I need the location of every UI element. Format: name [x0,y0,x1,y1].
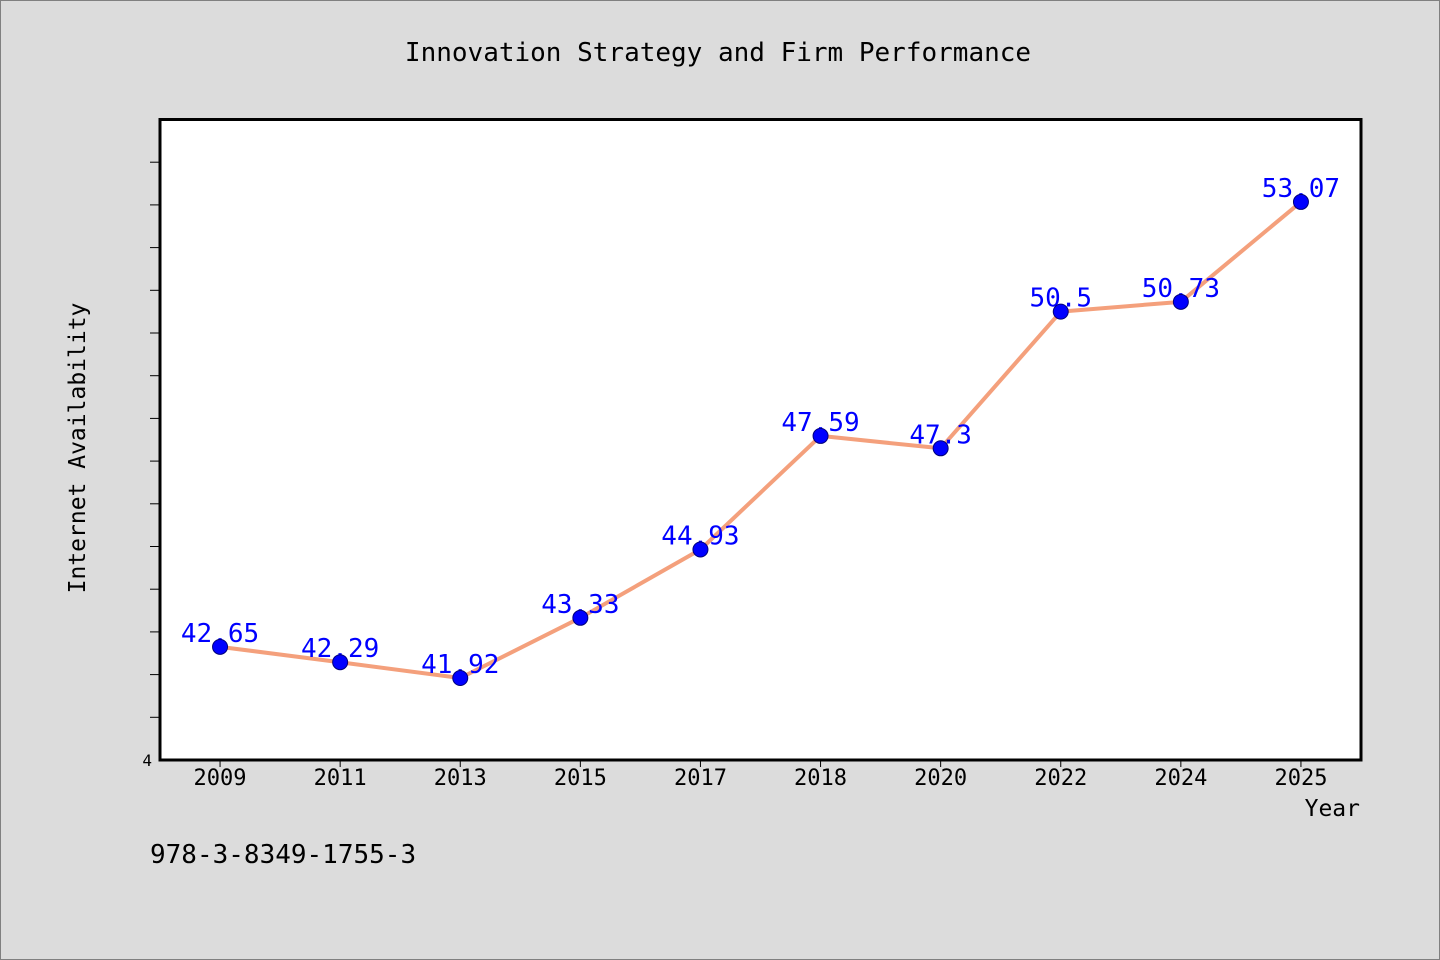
x-tick-label: 2011 [314,766,367,791]
data-point-marker [932,440,949,457]
x-tick-label: 2015 [554,766,607,791]
plot-area [158,118,1363,762]
x-axis-label: Year [1305,796,1360,822]
data-point-marker [332,654,349,671]
data-point-marker [1052,303,1069,320]
y-axis-label: Internet Availability [65,303,91,594]
x-tick-label: 2017 [674,766,727,791]
data-point-marker [572,609,589,626]
x-tick-label: 2018 [794,766,847,791]
data-point-marker [1292,193,1309,210]
data-point-marker [452,670,469,687]
y-axis-ticks: 4 [142,161,160,770]
x-tick-label: 2020 [914,766,967,791]
footnote: 978-3-8349-1755-3 [150,840,416,870]
data-point-marker [692,541,709,558]
x-tick-label: 2025 [1274,766,1327,791]
chart-title: Innovation Strategy and Firm Performance [405,38,1031,68]
series-line [218,199,1303,681]
y-tick-label: 4 [142,751,152,770]
x-tick-label: 2022 [1034,766,1087,791]
x-tick-label: 2024 [1154,766,1207,791]
data-point-marker [212,638,229,655]
data-point-marker [812,427,829,444]
x-axis-ticks: 2009 2011 2013 2015 2017 2018 2020 2022 2024 2025 [194,761,1327,791]
x-tick-label: 2009 [194,766,247,791]
data-point-marker [1172,293,1189,310]
x-tick-label: 2013 [434,766,487,791]
data-markers [212,193,1309,687]
